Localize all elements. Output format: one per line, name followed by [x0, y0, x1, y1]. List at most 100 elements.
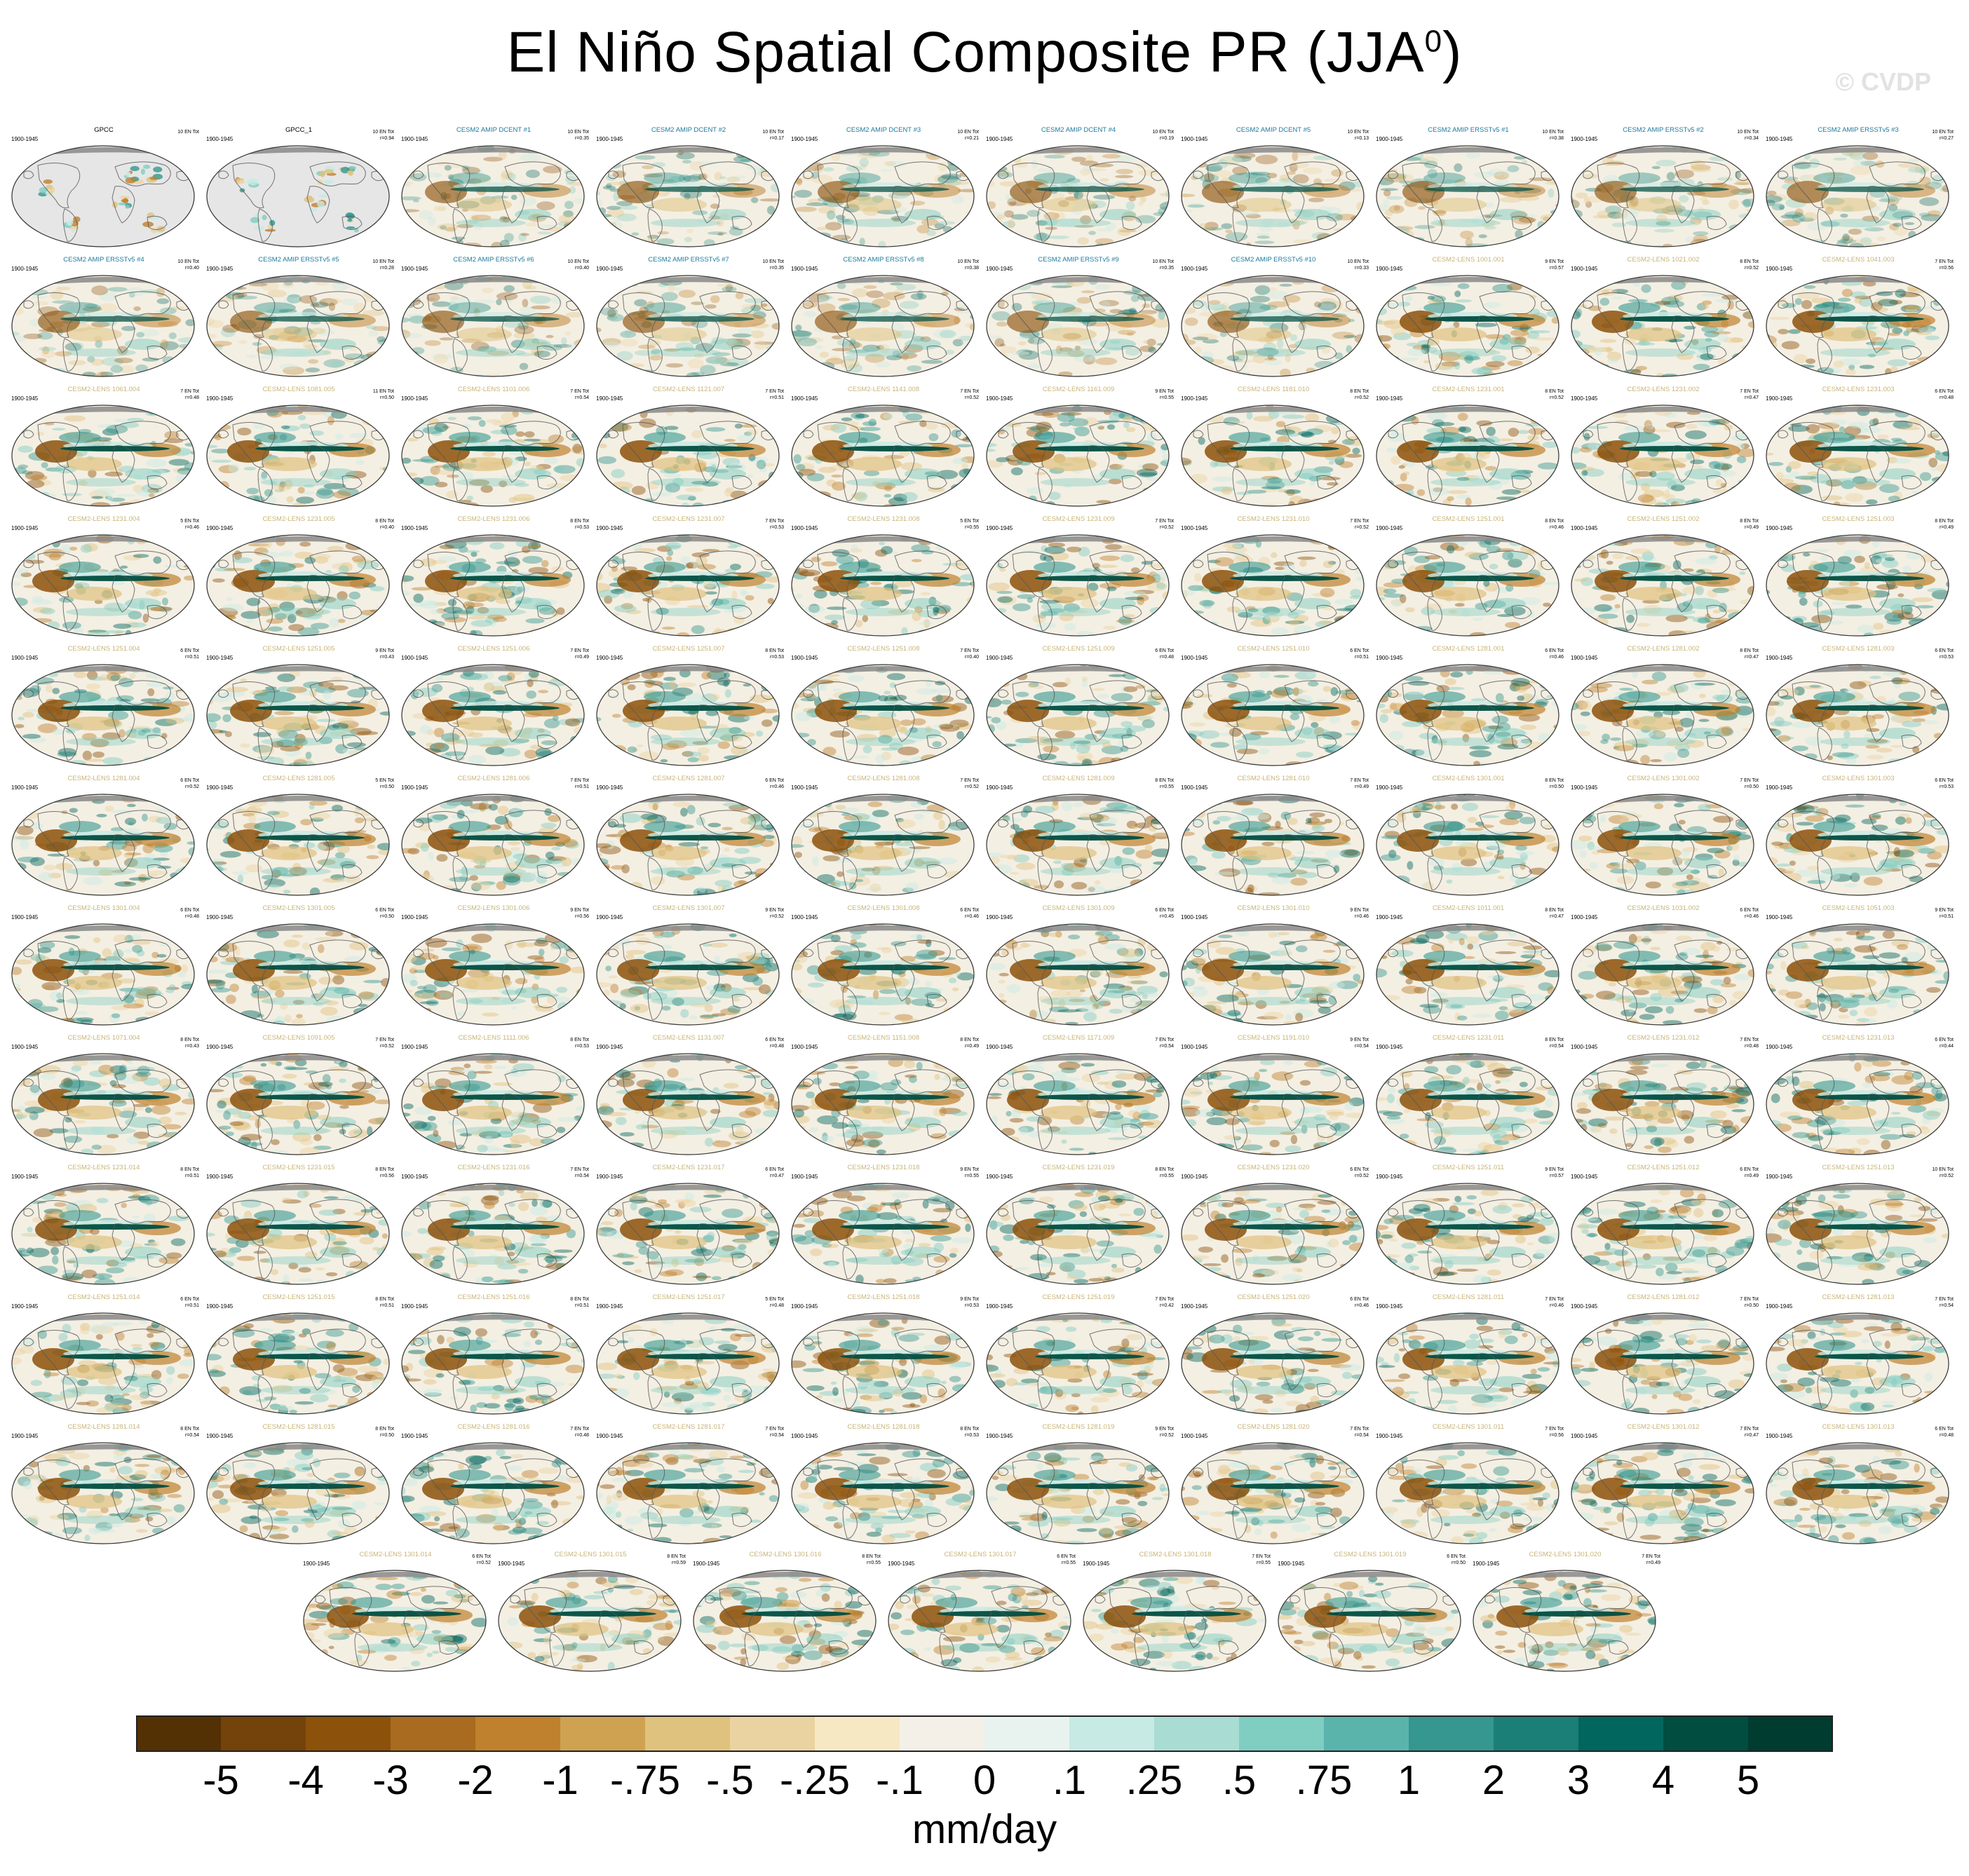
anomaly-patch — [1571, 217, 1578, 222]
anomaly-patch — [1376, 171, 1385, 178]
anomaly-patch — [1158, 310, 1165, 320]
anomaly-patch — [351, 405, 374, 409]
south-pacific-dry — [1236, 457, 1292, 471]
anomaly-patch — [1696, 303, 1707, 311]
precip-map — [1181, 534, 1365, 637]
anomaly-patch — [207, 288, 226, 292]
anomaly-patch — [831, 335, 844, 340]
anomaly-patch — [1494, 171, 1509, 180]
anomaly-patch — [1843, 426, 1862, 436]
anomaly-patch — [1220, 302, 1230, 312]
south-indian — [1879, 209, 1916, 220]
anomaly-patch — [678, 347, 697, 351]
anomaly-patch — [431, 430, 442, 436]
coastline — [1479, 291, 1536, 316]
anomaly-patch — [941, 291, 949, 297]
panel-event-count: 10 EN Tot — [567, 259, 589, 264]
anomaly-patch — [895, 284, 916, 291]
anomaly-patch — [329, 618, 339, 628]
anomaly-patch — [1934, 450, 1941, 455]
anomaly-patch — [1635, 365, 1647, 371]
anomaly-patch — [109, 468, 123, 474]
anomaly-patch — [218, 276, 234, 278]
anomaly-patch — [1305, 245, 1320, 247]
coastline — [452, 468, 468, 501]
anomaly-patch — [128, 611, 142, 620]
anomaly-patch — [1876, 236, 1886, 241]
anomaly-patch — [1651, 165, 1660, 170]
anomaly-patch — [1525, 423, 1541, 427]
anomaly-patch — [634, 299, 647, 307]
anomaly-patch — [365, 418, 382, 427]
anomaly-patch — [1545, 362, 1557, 369]
anomaly-patch — [1182, 490, 1198, 499]
anomaly-patch — [1391, 599, 1402, 608]
anomaly-patch — [413, 368, 429, 373]
anomaly-patch — [548, 434, 564, 444]
anomaly-patch — [12, 433, 16, 442]
anomaly-patch — [1640, 482, 1651, 491]
anomaly-patch — [862, 615, 869, 623]
anomaly-patch — [1583, 197, 1590, 205]
anomaly-patch — [1346, 345, 1353, 353]
anomaly-patch — [1454, 361, 1461, 370]
anomaly-patch — [294, 551, 314, 559]
anomaly-patch — [604, 595, 613, 604]
anomaly-patch — [1334, 405, 1346, 410]
anomaly-patch — [1376, 543, 1386, 549]
anomaly-patch — [1892, 327, 1903, 334]
anomaly-patch — [557, 155, 575, 159]
coastline — [647, 208, 663, 242]
anomaly-patch — [1053, 212, 1066, 222]
anomaly-patch — [752, 627, 775, 636]
anomaly-patch — [989, 158, 1005, 165]
anomaly-patch — [597, 456, 617, 464]
anomaly-patch — [942, 502, 960, 506]
anomaly-patch — [1182, 457, 1192, 466]
itcz-north — [449, 432, 491, 443]
anomaly-patch — [1017, 594, 1036, 599]
anomaly-patch — [678, 290, 696, 298]
coastline — [842, 208, 858, 242]
coastline — [1792, 163, 1835, 208]
anomaly-patch — [1571, 361, 1579, 371]
precip-map — [1766, 275, 1949, 377]
land-anomaly — [304, 196, 315, 203]
anomaly-patch — [499, 216, 508, 220]
anomaly-patch — [923, 147, 935, 151]
anomaly-patch — [179, 495, 194, 502]
anomaly-patch — [543, 165, 562, 174]
south-indian — [125, 598, 161, 609]
anomaly-patch — [341, 298, 358, 306]
anomaly-patch — [1521, 332, 1531, 340]
anomaly-patch — [1282, 432, 1299, 437]
map-panel: CESM2-LENS 1231.003 1900-1945 6 EN Tot r=0.… — [1761, 386, 1955, 512]
coastline — [536, 475, 557, 489]
coastline — [501, 186, 525, 224]
panel-pattern-correlation: r=0.55 — [964, 525, 979, 530]
anomaly-patch — [1044, 154, 1065, 159]
anomaly-patch — [1146, 338, 1156, 346]
anomaly-patch — [1534, 337, 1555, 341]
anomaly-patch — [1286, 489, 1295, 496]
anomaly-patch — [609, 498, 632, 501]
anomaly-patch — [735, 292, 744, 299]
anomaly-patch — [691, 480, 710, 485]
panel-stats: 8 EN Tot r=0.49 — [1740, 518, 1759, 531]
panel-stats: 9 EN Tot r=0.55 — [1155, 388, 1174, 401]
anomaly-patch — [665, 426, 679, 430]
anomaly-patch — [837, 283, 846, 290]
anomaly-patch — [1543, 405, 1553, 409]
anomaly-patch — [1266, 172, 1278, 179]
anomaly-patch — [622, 590, 634, 599]
map-panel: CESM2-LENS 1021.002 1900-1945 8 EN Tot r=0.… — [1567, 256, 1760, 382]
anomaly-patch — [1264, 351, 1285, 356]
anomaly-patch — [147, 535, 155, 537]
anomaly-patch — [296, 496, 315, 504]
anomaly-patch — [1292, 151, 1299, 161]
anomaly-patch — [447, 599, 457, 606]
anomaly-patch — [531, 535, 537, 540]
anomaly-patch — [465, 220, 480, 224]
panel-event-count: 10 EN Tot — [1347, 259, 1369, 264]
southern-band — [66, 478, 136, 487]
